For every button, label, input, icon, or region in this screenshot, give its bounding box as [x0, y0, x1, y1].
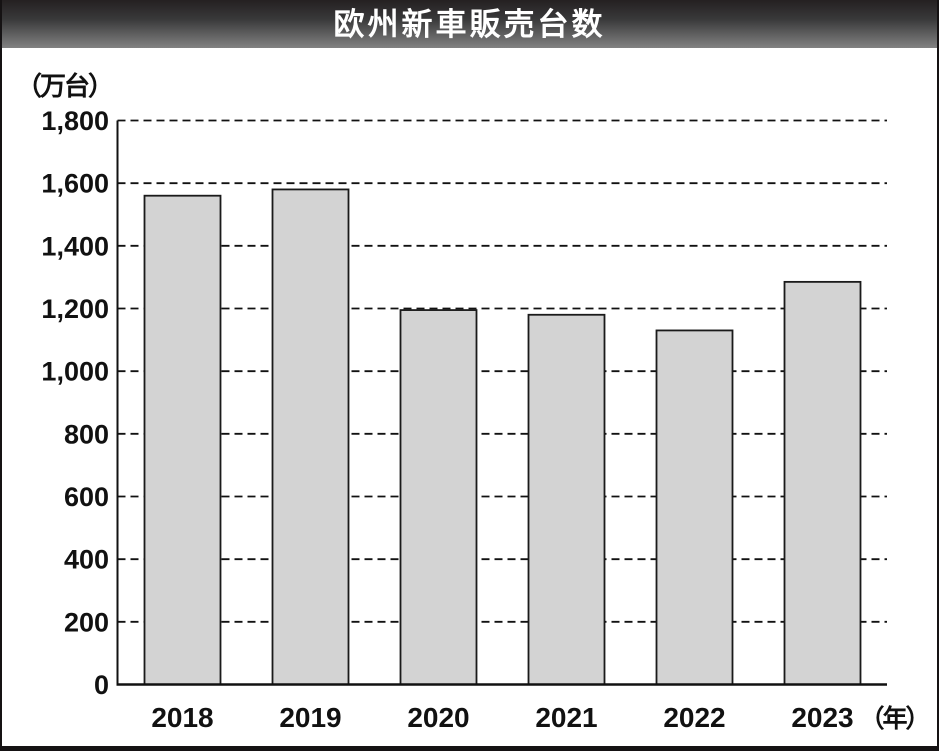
bar-2019 — [271, 188, 350, 686]
bar-2018 — [143, 194, 222, 686]
bar-2020 — [399, 309, 478, 686]
y-tick-label-600: 600 — [64, 482, 109, 512]
x-tick-label-2020: 2020 — [407, 702, 469, 733]
y-tick-label-400: 400 — [64, 545, 109, 575]
y-tick-label-1400: 1,400 — [41, 231, 109, 261]
bar-2023 — [783, 280, 862, 686]
x-axis-unit-label: （年） — [860, 704, 929, 733]
x-tick-label-2021: 2021 — [535, 702, 597, 733]
y-axis-unit-label: （万台） — [16, 71, 114, 101]
x-tick-label-2019: 2019 — [279, 702, 341, 733]
bottom-border — [2, 746, 937, 751]
y-tick-label-1600: 1,600 — [41, 169, 109, 199]
bar-2021 — [527, 313, 606, 686]
chart-title: 欧州新車販売台数 — [333, 6, 606, 42]
y-tick-label-1000: 1,000 — [41, 357, 109, 387]
y-tick-label-800: 800 — [64, 419, 109, 449]
y-tick-label-200: 200 — [64, 607, 109, 637]
x-tick-label-2022: 2022 — [663, 702, 725, 733]
bar-2022 — [655, 329, 734, 686]
title-bar: 欧州新車販売台数 — [2, 0, 937, 48]
y-tick-label-1800: 1,800 — [41, 106, 109, 136]
y-tick-label-1200: 1,200 — [41, 294, 109, 324]
y-tick-label-0: 0 — [94, 670, 109, 700]
x-tick-label-2018: 2018 — [151, 702, 213, 733]
x-tick-label-2023: 2023 — [791, 702, 853, 733]
